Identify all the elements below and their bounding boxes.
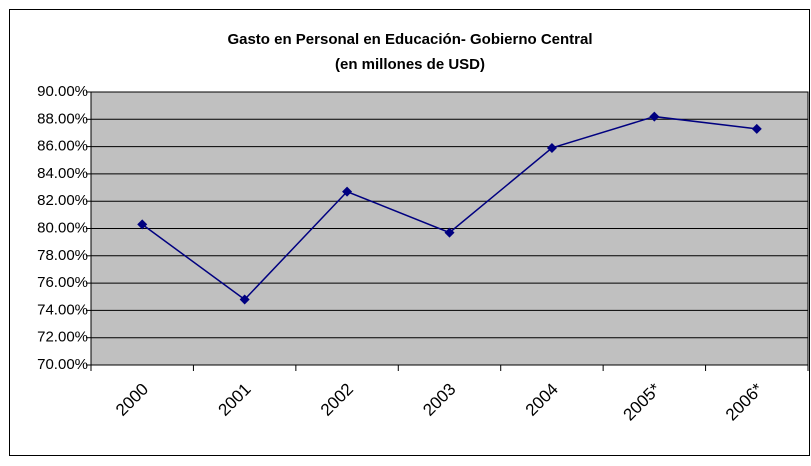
y-tick-label: 74.00% [37, 301, 88, 318]
y-tick-label: 70.00% [37, 356, 88, 373]
y-tick-label: 82.00% [37, 192, 88, 209]
data-point [444, 227, 455, 238]
y-tick-label: 84.00% [37, 165, 88, 182]
chart-subtitle: (en millones de USD) [335, 56, 485, 73]
y-tick-label: 76.00% [37, 274, 88, 291]
data-point [239, 294, 250, 305]
y-tick-label: 80.00% [37, 219, 88, 236]
data-point [546, 142, 557, 153]
plot-border [90, 91, 809, 366]
y-tick-label: 90.00% [37, 83, 88, 100]
data-point [137, 219, 148, 230]
y-tick-label: 72.00% [37, 329, 88, 346]
data-point [751, 123, 762, 134]
y-tick-label: 78.00% [37, 247, 88, 264]
data-point [649, 111, 660, 122]
y-tick-label: 88.00% [37, 110, 88, 127]
chart-title: Gasto en Personal en Educación- Gobierno… [227, 31, 592, 48]
data-point [342, 186, 353, 197]
y-tick-label: 86.00% [37, 138, 88, 155]
